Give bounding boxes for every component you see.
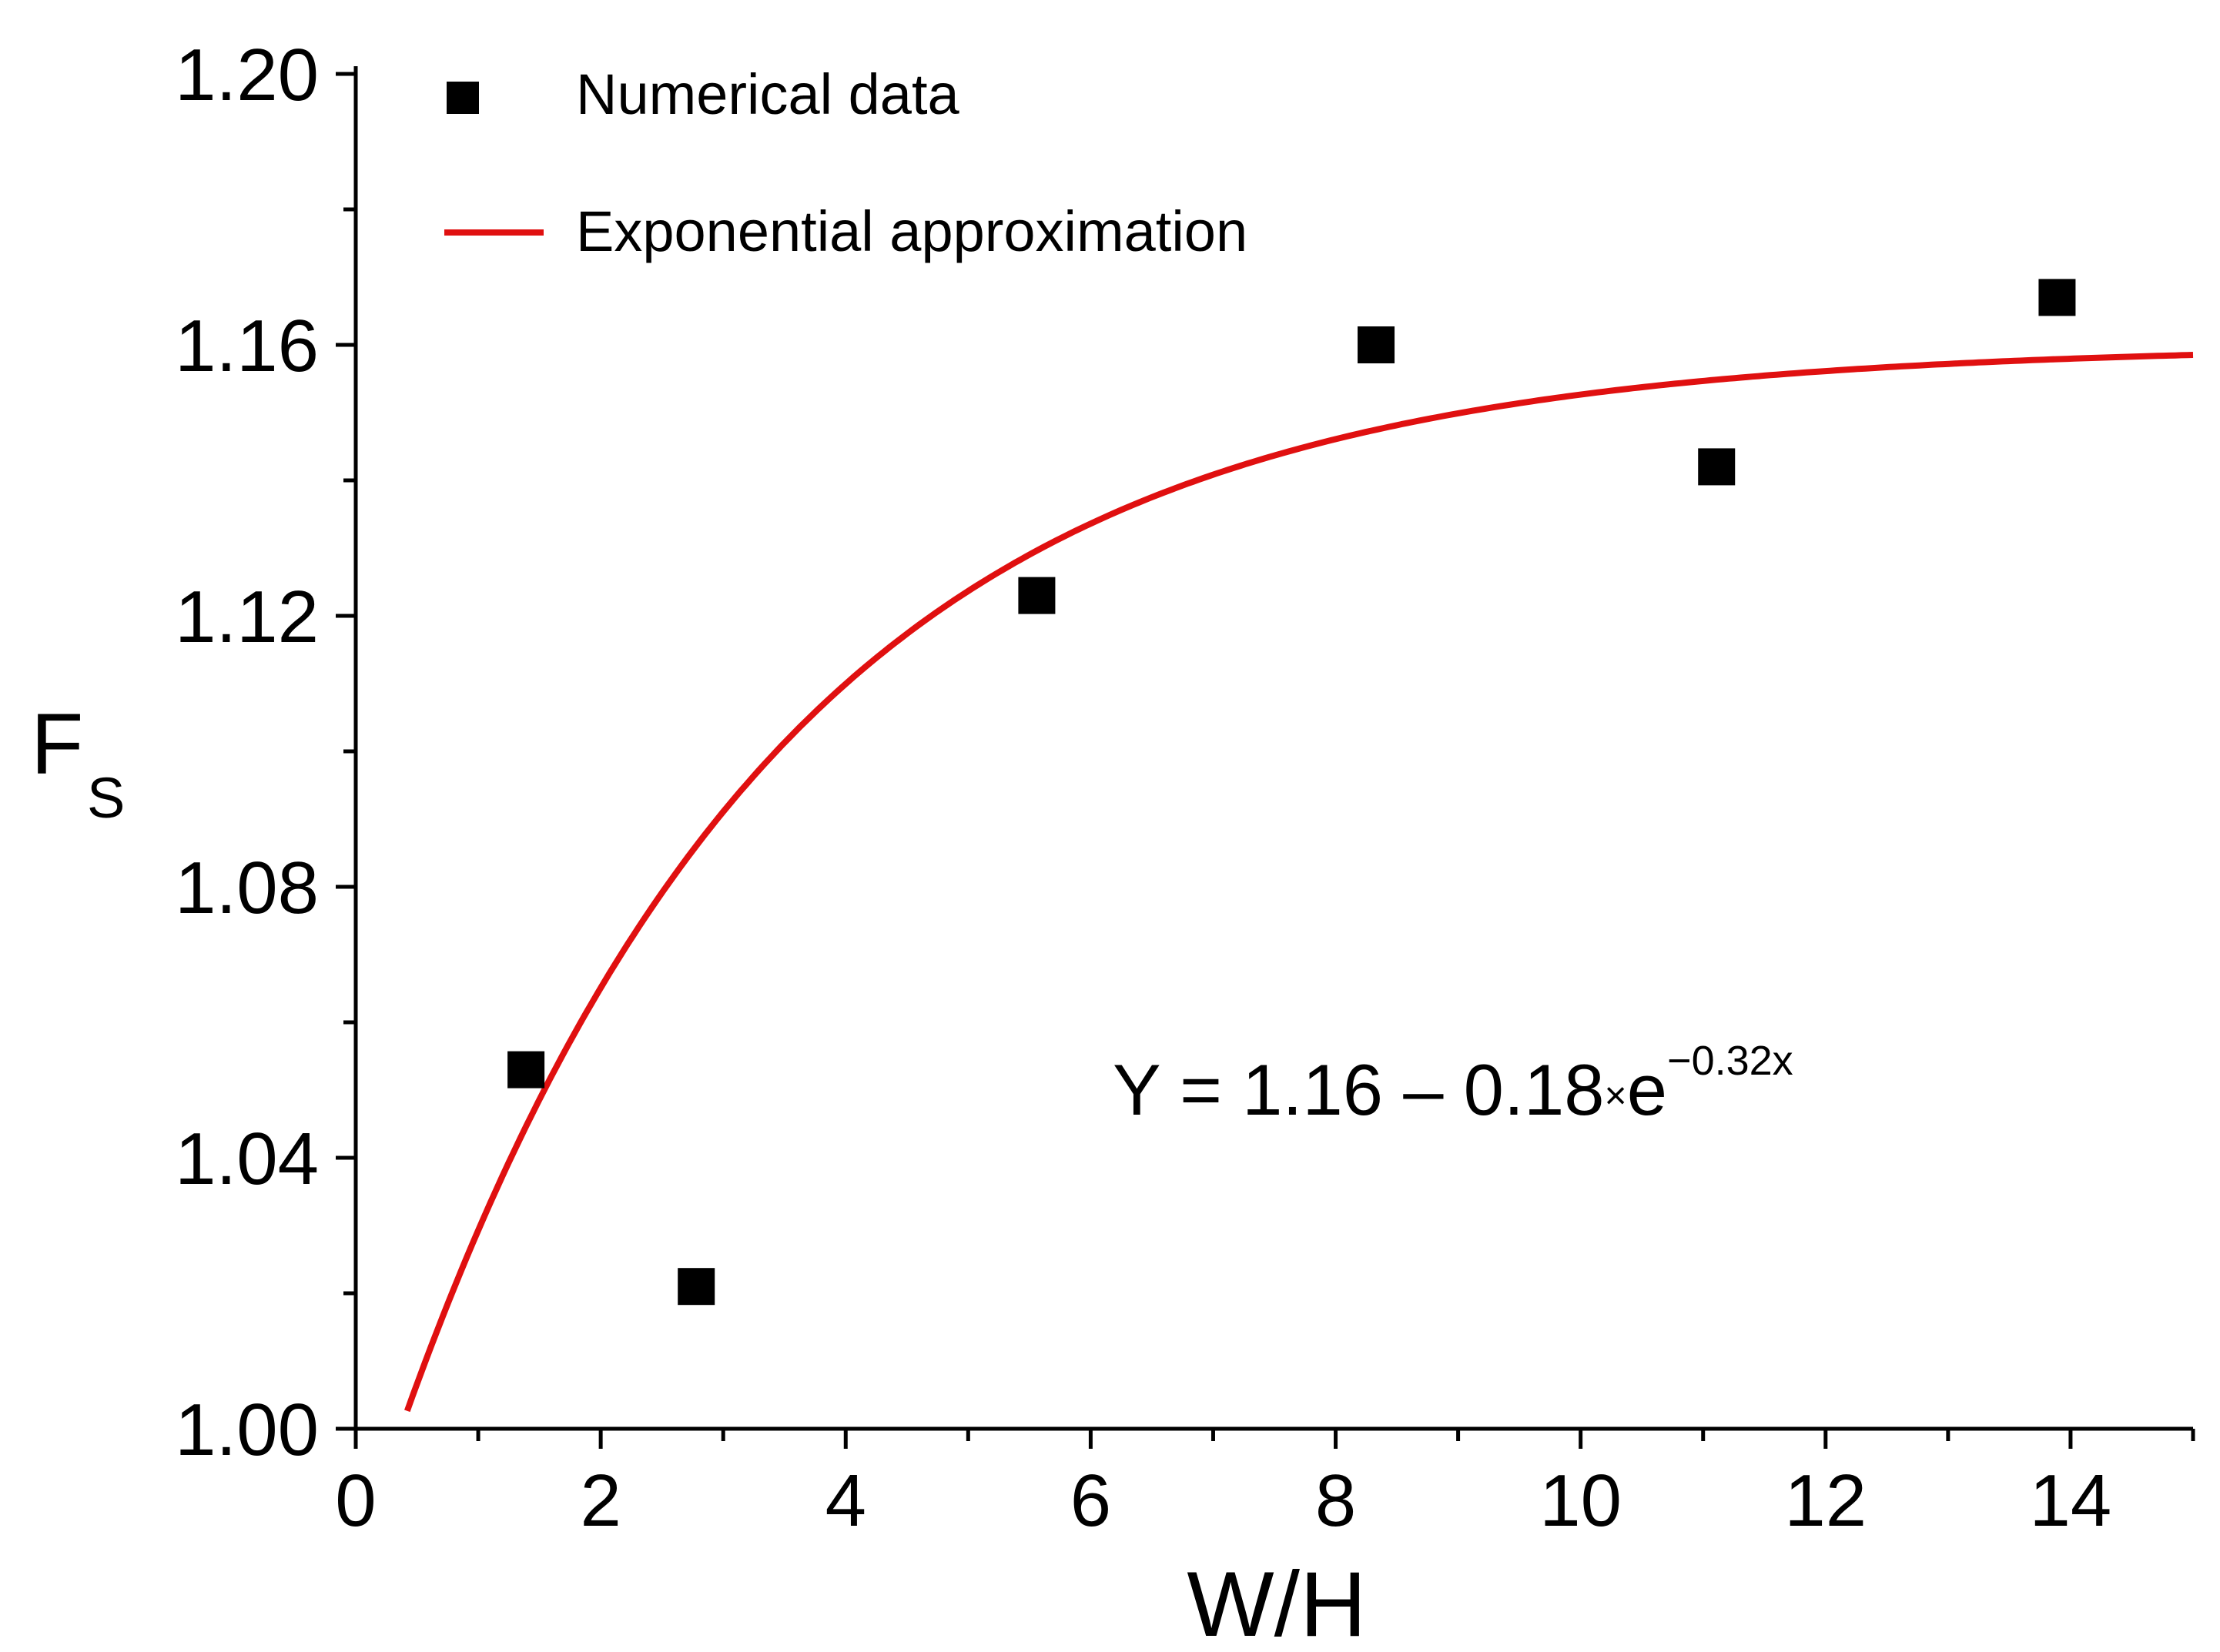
equation-annotation: Y = 1.16 – 0.18×e−0.32x bbox=[1113, 1038, 1793, 1130]
x-tick-label: 6 bbox=[1070, 1460, 1111, 1542]
x-tick-label: 2 bbox=[580, 1460, 621, 1542]
y-axis-title-subscript: S bbox=[87, 766, 125, 830]
y-tick-label: 1.20 bbox=[175, 34, 319, 116]
x-tick-label: 10 bbox=[1539, 1460, 1622, 1542]
x-tick-label: 8 bbox=[1315, 1460, 1356, 1542]
y-tick-label: 1.12 bbox=[175, 576, 319, 658]
numerical-data-point bbox=[2038, 279, 2076, 316]
x-axis-title: W/H bbox=[1187, 1553, 1366, 1652]
y-tick-label: 1.00 bbox=[175, 1389, 319, 1471]
y-tick-label: 1.16 bbox=[175, 305, 319, 387]
x-tick-label: 0 bbox=[335, 1460, 376, 1542]
numerical-data-point bbox=[1018, 577, 1056, 614]
x-tick-label: 4 bbox=[825, 1460, 866, 1542]
y-axis-title: F bbox=[31, 696, 83, 792]
legend: Numerical data Exponential approximation bbox=[444, 62, 1247, 263]
plot-area bbox=[404, 279, 2194, 1413]
legend-label-exponential-approximation: Exponential approximation bbox=[576, 199, 1247, 263]
numerical-data-point bbox=[1698, 448, 1736, 486]
legend-marker-numerical-data bbox=[447, 82, 479, 114]
equation-base: e bbox=[1627, 1049, 1667, 1130]
y-tick-label: 1.08 bbox=[175, 847, 319, 929]
x-tick-label: 12 bbox=[1784, 1460, 1867, 1542]
x-tick-label: 14 bbox=[2030, 1460, 2112, 1542]
axes: 0 2 4 6 8 10 12 14 1.00 1.04 1.08 1.12 1.16 1.20 bbox=[175, 34, 2195, 1542]
equation-exponent: −0.32x bbox=[1667, 1038, 1793, 1084]
y-tick-label: 1.04 bbox=[175, 1118, 319, 1200]
numerical-data-point bbox=[507, 1051, 545, 1089]
exponential-approximation-line bbox=[404, 352, 2194, 1413]
legend-label-numerical-data: Numerical data bbox=[576, 62, 960, 126]
equation-times: × bbox=[1605, 1074, 1627, 1117]
numerical-data-point bbox=[678, 1268, 715, 1306]
equation-main: Y = 1.16 – 0.18 bbox=[1113, 1049, 1605, 1130]
numerical-data-point bbox=[1358, 326, 1395, 363]
